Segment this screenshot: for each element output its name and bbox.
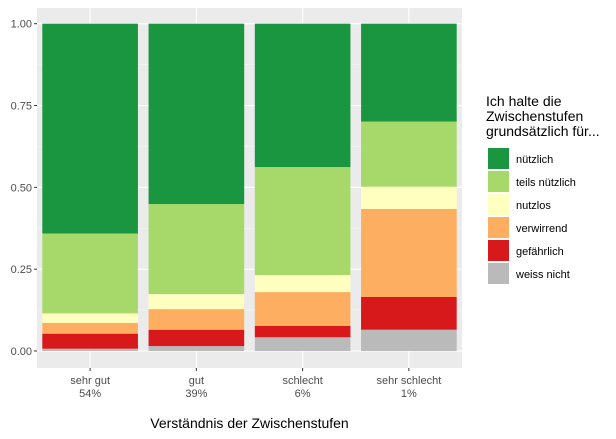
bar-segment [148,329,245,347]
legend-label: verwirrend [516,223,567,235]
legend-label: nützlich [516,154,553,166]
bar-segment [254,325,351,338]
bar-segment [42,313,138,323]
bar-segment [361,186,457,209]
bar-segment [148,204,245,295]
bar-segment [42,348,138,351]
bar-segment [361,296,457,330]
legend-label: teils nützlich [516,177,576,189]
bar-segment [361,208,457,297]
bar-segment [254,292,351,326]
legend-key [488,217,509,238]
bar-segment [42,333,138,349]
legend-key [488,148,509,169]
y-tick-label: 1.00 [11,19,32,31]
bar-segment [254,337,351,351]
x-tick-sublabel: 6% [295,388,311,400]
legend-key [488,194,509,215]
legend-key [488,171,509,192]
y-tick-label: 0.25 [11,264,32,276]
bar-segment [42,23,138,234]
bar-segment [42,233,138,314]
x-tick-sublabel: 1% [401,388,417,400]
bar-segment [254,23,351,168]
x-tick-label: sehr gut [70,375,110,387]
legend-key [488,263,509,284]
y-tick-label: 0.50 [11,182,32,194]
x-tick-label: sehr schlecht [376,375,441,387]
x-axis-title: Verständnis der Zwischenstufen [150,415,348,431]
bar-segment [254,167,351,276]
legend-title: Zwischenstufen [486,108,583,124]
bar-segment [361,23,457,122]
legend-label: gefährlich [516,246,564,258]
bar-segment [254,275,351,293]
x-tick-label: schlecht [282,375,322,387]
legend-title: Ich halte die [486,93,562,109]
bar-segment [361,329,457,351]
bar-segment [361,121,457,187]
legend-title: grundsätzlich für... [486,123,600,139]
legend-label: weiss nicht [515,269,570,281]
bar-segment [148,309,245,330]
bar-segment [148,23,245,205]
x-tick-label: gut [189,375,204,387]
y-tick-label: 0.75 [11,101,32,113]
legend-key [488,240,509,261]
bar-segment [42,322,138,334]
bar-segment [148,346,245,351]
x-tick-sublabel: 54% [79,388,101,400]
bar-segment [148,294,245,310]
y-tick-label: 0.00 [11,346,32,358]
x-tick-sublabel: 39% [185,388,207,400]
legend-label: nutzlos [516,200,551,212]
